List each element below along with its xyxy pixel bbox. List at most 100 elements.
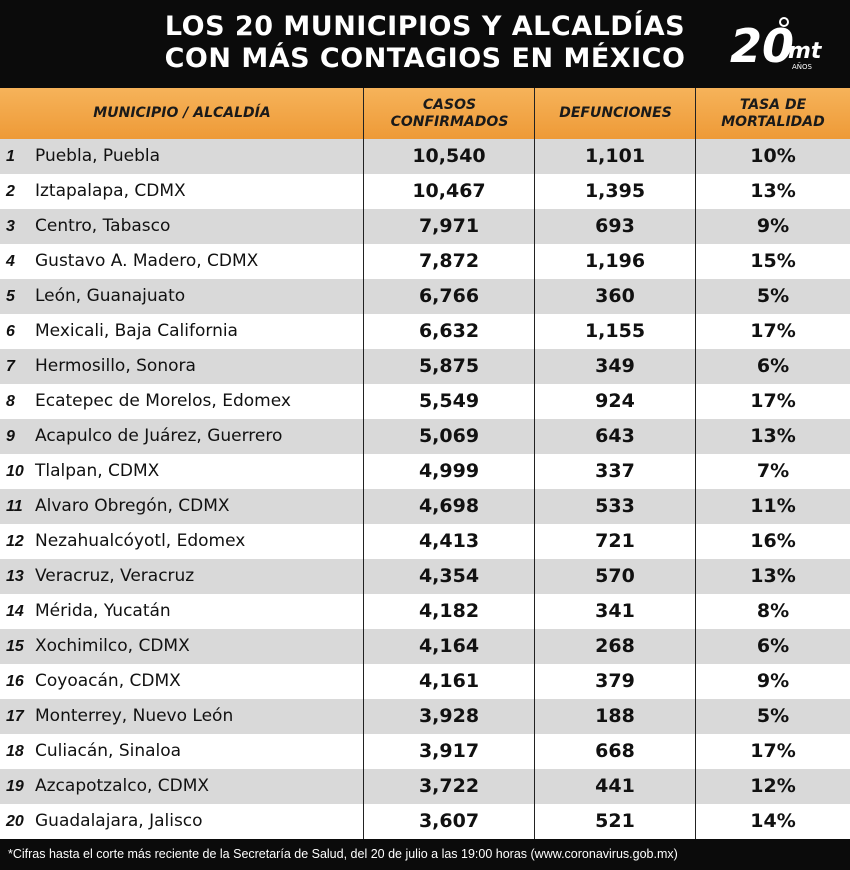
row-tasa: 14% [750,810,796,832]
row-defunciones: 349 [595,355,635,377]
row-tasa: 13% [750,180,796,202]
table-row: 17 Monterrey, Nuevo León 3,928 188 5% [0,699,850,734]
row-municipio: Azcapotzalco, CDMX [35,776,210,796]
source-footnote: *Cifras hasta el corte más reciente de l… [0,839,850,870]
row-rank: 8 [6,393,15,410]
mediotiempo-20-anos-logo: 20 mt AÑOS [730,17,823,73]
row-municipio: Gustavo A. Madero, CDMX [35,251,259,271]
row-municipio: Monterrey, Nuevo León [35,706,234,726]
page-title-line1: LOS 20 MUNICIPIOS Y ALCALDÍAS [164,11,686,42]
logo-sub: AÑOS [792,62,813,71]
row-casos: 3,722 [418,775,480,797]
row-defunciones: 1,155 [584,320,646,342]
row-municipio: Puebla, Puebla [35,146,161,166]
row-tasa: 9% [756,670,790,692]
row-casos: 10,467 [412,180,486,202]
row-defunciones: 668 [595,740,635,762]
row-casos: 4,698 [418,495,480,517]
row-casos: 4,164 [418,635,480,657]
row-municipio: Iztapalapa, CDMX [35,181,186,201]
row-municipio: Centro, Tabasco [35,216,171,236]
row-defunciones: 379 [595,670,635,692]
row-defunciones: 1,196 [584,250,646,272]
row-tasa: 5% [756,285,790,307]
table-row: 6 Mexicali, Baja California 6,632 1,155 … [0,314,850,349]
row-casos: 6,766 [418,285,480,307]
row-municipio: Mérida, Yucatán [35,601,171,621]
row-defunciones: 337 [595,460,635,482]
row-casos: 3,917 [418,740,480,762]
row-defunciones: 643 [595,425,635,447]
row-rank: 15 [6,638,24,655]
table-row: 16 Coyoacán, CDMX 4,161 379 9% [0,664,850,699]
row-municipio: Tlalpan, CDMX [35,461,160,481]
row-tasa: 5% [756,705,790,727]
row-municipio: Guadalajara, Jalisco [35,811,203,831]
row-casos: 5,069 [418,425,480,447]
row-defunciones: 341 [595,600,635,622]
row-rank: 19 [6,778,24,795]
row-tasa: 10% [750,145,796,167]
logo-number: 20 [730,19,794,73]
row-rank: 2 [6,183,15,200]
logo-brand: mt [788,39,823,64]
table-row: 7 Hermosillo, Sonora 5,875 349 6% [0,349,850,384]
table-row: 18 Culiacán, Sinaloa 3,917 668 17% [0,734,850,769]
page-title-line2: CON MÁS CONTAGIOS EN MÉXICO [164,43,686,74]
row-tasa: 17% [750,740,796,762]
header-municipio: MUNICIPIO / ALCALDÍA [93,105,271,121]
row-municipio: Alvaro Obregón, CDMX [35,496,230,516]
row-rank: 18 [6,743,24,760]
row-tasa: 16% [750,530,796,552]
row-tasa: 15% [750,250,796,272]
column-divider [363,88,364,839]
header-defunciones: DEFUNCIONES [559,105,672,121]
row-casos: 3,928 [418,705,480,727]
row-tasa: 12% [750,775,796,797]
table-row: 2 Iztapalapa, CDMX 10,467 1,395 13% [0,174,850,209]
row-defunciones: 1,395 [584,180,646,202]
row-casos: 7,872 [418,250,480,272]
row-defunciones: 570 [595,565,635,587]
row-municipio: Mexicali, Baja California [35,321,238,341]
row-municipio: Ecatepec de Morelos, Edomex [35,391,291,411]
row-casos: 5,549 [418,390,480,412]
row-defunciones: 441 [595,775,635,797]
row-defunciones: 360 [595,285,635,307]
row-tasa: 6% [756,635,790,657]
table-row: 5 León, Guanajuato 6,766 360 5% [0,279,850,314]
row-rank: 1 [6,148,15,165]
header-casos: CASOS CONFIRMADOS [390,96,509,130]
row-casos: 4,413 [418,530,480,552]
table-row: 15 Xochimilco, CDMX 4,164 268 6% [0,629,850,664]
table-row: 9 Acapulco de Juárez, Guerrero 5,069 643… [0,419,850,454]
row-rank: 11 [6,498,23,515]
table-row: 4 Gustavo A. Madero, CDMX 7,872 1,196 15… [0,244,850,279]
row-tasa: 9% [756,215,790,237]
row-municipio: Culiacán, Sinaloa [35,741,182,761]
table-row: 20 Guadalajara, Jalisco 3,607 521 14% [0,804,850,839]
row-municipio: Hermosillo, Sonora [35,356,196,376]
row-rank: 5 [6,288,15,305]
row-defunciones: 721 [595,530,635,552]
row-municipio: Acapulco de Juárez, Guerrero [35,426,283,446]
row-tasa: 6% [756,355,790,377]
row-defunciones: 533 [595,495,635,517]
row-rank: 9 [6,428,15,445]
row-rank: 13 [6,568,24,585]
table-row: 19 Azcapotzalco, CDMX 3,722 441 12% [0,769,850,804]
row-defunciones: 521 [595,810,635,832]
table-body: 1 Puebla, Puebla 10,540 1,101 10% 2 Izta… [0,139,850,839]
row-rank: 7 [6,358,15,375]
row-municipio: Nezahualcóyotl, Edomex [35,531,246,551]
row-defunciones: 924 [595,390,635,412]
row-tasa: 17% [750,320,796,342]
row-defunciones: 1,101 [584,145,646,167]
row-casos: 4,999 [418,460,480,482]
row-municipio: Veracruz, Veracruz [35,566,195,586]
row-casos: 4,161 [418,670,480,692]
row-municipio: Xochimilco, CDMX [35,636,190,656]
header-bar: LOS 20 MUNICIPIOS Y ALCALDÍAS CON MÁS CO… [0,0,850,88]
row-defunciones: 693 [595,215,635,237]
column-divider [695,88,696,839]
